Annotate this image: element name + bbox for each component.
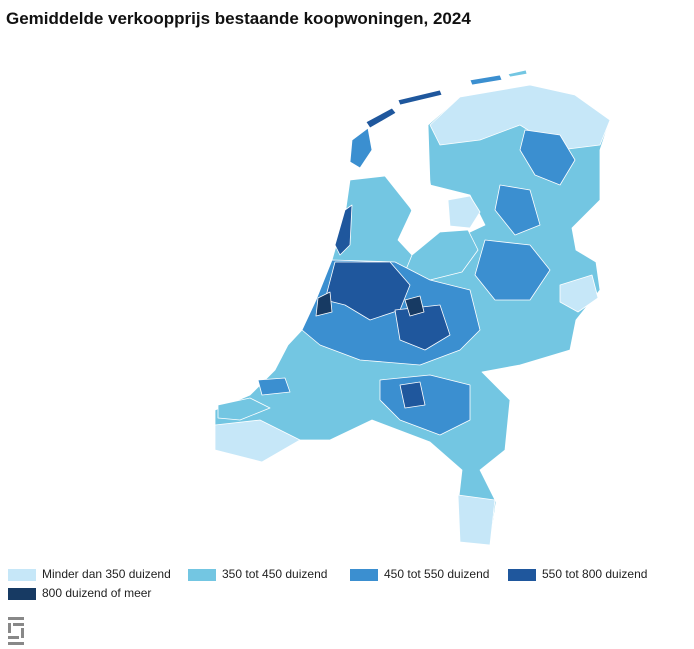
title: Gemiddelde verkoopprijs bestaande koopwo… (6, 9, 471, 28)
legend-swatch (350, 569, 378, 581)
region (394, 304, 451, 351)
logo-part (8, 617, 24, 620)
netherlands-map (214, 69, 611, 546)
region (365, 107, 397, 129)
logo-part (21, 628, 24, 638)
region (214, 419, 301, 463)
legend-swatch (508, 569, 536, 581)
region (399, 381, 426, 409)
region (507, 69, 528, 78)
region (397, 89, 443, 106)
region (457, 494, 496, 546)
region (334, 204, 353, 256)
logo-part (8, 636, 19, 639)
legend-swatch (188, 569, 216, 581)
region (429, 84, 611, 151)
water (395, 170, 470, 248)
legend-label: 350 tot 450 duizend (222, 567, 327, 581)
legend: Minder dan 350 duizend 350 tot 450 duizen… (8, 567, 647, 600)
region (315, 291, 333, 317)
region (447, 195, 481, 229)
legend-label: 550 tot 800 duizend (542, 567, 647, 581)
region (469, 74, 503, 86)
legend-label: Minder dan 350 duizend (42, 567, 171, 581)
legend-swatch (8, 569, 36, 581)
logo-part (13, 623, 24, 626)
region (217, 397, 271, 421)
cbs-logo (8, 617, 24, 645)
region (404, 295, 425, 317)
legend-swatch (8, 588, 36, 600)
legend-label: 800 duizend of meer (42, 586, 151, 600)
logo-part (8, 623, 11, 633)
region (349, 127, 373, 169)
logo-part (8, 642, 24, 645)
region (474, 239, 551, 301)
region (519, 129, 576, 186)
legend-label: 450 tot 550 duizend (384, 567, 489, 581)
region (257, 377, 291, 396)
region (559, 274, 599, 313)
region (494, 184, 541, 236)
